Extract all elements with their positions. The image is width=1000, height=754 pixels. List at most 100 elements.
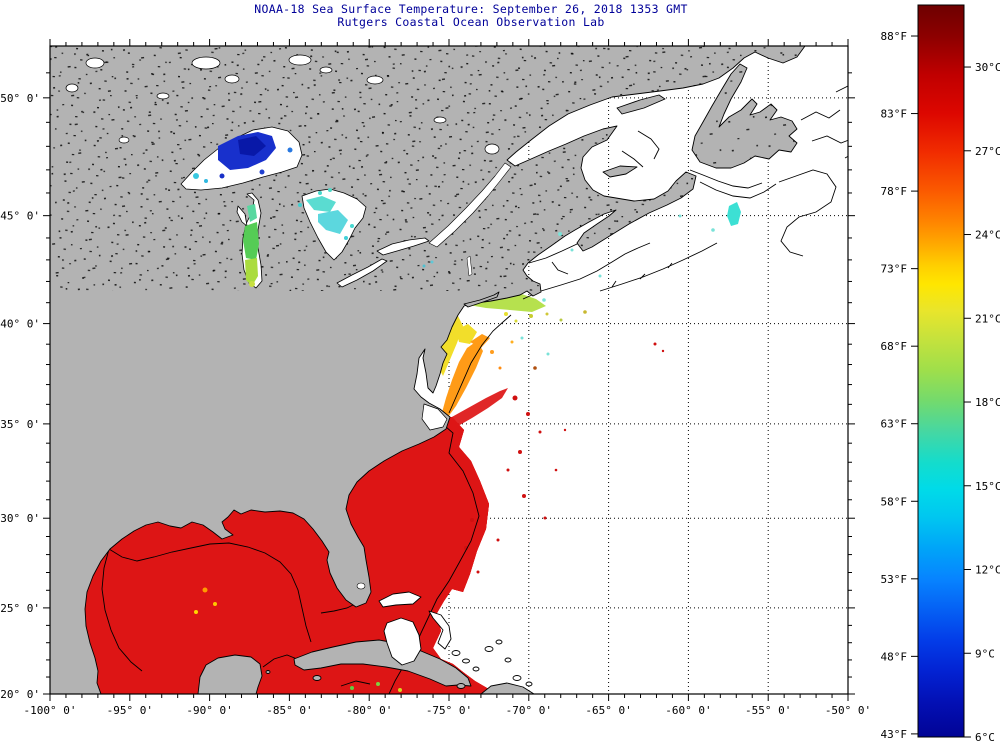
cay: [495, 639, 503, 645]
sst-red-speckle: [506, 468, 510, 472]
cool-speckle: [520, 336, 524, 340]
little-bahama-bank: [378, 591, 422, 608]
sst-warm-speckle: [533, 366, 537, 370]
contour-caribbean: [262, 654, 371, 687]
scotian-shelf-cyan-patch: [727, 202, 741, 226]
colorbar-c-label: 24°C: [975, 229, 1000, 242]
colorbar-f-label: 43°F: [881, 728, 908, 741]
sst-warm-speckle: [510, 340, 514, 344]
cool-water-patches: [520, 202, 741, 356]
sst-yellow-wedge: [456, 324, 477, 344]
colorbar-c-label: 21°C: [975, 312, 1000, 325]
sst-red-speckle: [543, 516, 547, 520]
lake-sst-speckles: [193, 147, 434, 287]
lake-sst-speckle: [193, 173, 199, 179]
cay: [484, 646, 494, 652]
contour-south-newfoundland: [699, 181, 777, 199]
lake-michigan-mid: [243, 222, 259, 260]
colorbar-c-label: 6°C: [975, 731, 995, 744]
colorbar-c-label: 18°C: [975, 396, 1000, 409]
contour-shelf-break: [448, 314, 512, 414]
colorbar-f-label: 48°F: [881, 650, 908, 663]
cool-speckle: [546, 352, 550, 356]
northern-lake: [224, 74, 240, 84]
colorbar: 88°F 83°F 78°F 73°F 68°F 63°F 58°F 53°F 48°F 43°F…: [881, 4, 1000, 744]
y-tick-label: 30° 0': [0, 512, 40, 525]
x-tick-label: -60° 0': [665, 704, 711, 717]
y-tick-label: 25° 0': [0, 602, 40, 615]
lake-michigan-south: [245, 258, 258, 286]
figure-titles: NOAA-18 Sea Surface Temperature: Septemb…: [72, 3, 870, 29]
lake-superior-coldest: [238, 136, 266, 156]
contour-florida-keys: [320, 602, 358, 614]
y-tick-label: 20° 0': [0, 688, 40, 701]
cay: [504, 657, 512, 663]
green-bay: [236, 205, 248, 227]
map-title: NOAA-18 Sea Surface Temperature: Septemb…: [254, 2, 688, 16]
lake-sst-speckle: [344, 236, 348, 240]
cool-speckle: [598, 274, 602, 278]
colorbar-c-label: 9°C: [975, 647, 995, 660]
sst-warm-speckle: [213, 602, 217, 606]
cay: [525, 681, 533, 687]
colorbar-f-label: 58°F: [881, 495, 908, 508]
colorbar-f-label: 88°F: [881, 30, 908, 43]
x-tick-label: -75° 0': [426, 704, 472, 717]
northern-lake: [366, 75, 384, 85]
lake-michigan-north: [247, 204, 257, 222]
cool-speckle: [711, 228, 715, 232]
northern-lake: [484, 143, 500, 155]
x-tick-label: -70° 0': [506, 704, 552, 717]
cool-speckle: [558, 232, 562, 236]
colorbar-c-label: 27°C: [975, 145, 1000, 158]
land-great-inagua: [456, 683, 466, 689]
colorbar-f-label: 78°F: [881, 185, 908, 198]
colorbar-c-label: 15°C: [975, 480, 1000, 493]
colorbar-f-label: 83°F: [881, 108, 908, 121]
sst-gulf-stream-spur: [450, 388, 508, 426]
land-yucatan: [197, 654, 263, 694]
sst-warm-speckle: [545, 312, 549, 316]
sst-warm-speckle: [529, 314, 533, 318]
lake-sst-layer: [193, 132, 434, 287]
x-tick-label: -90° 0': [186, 704, 232, 717]
northern-lake: [319, 66, 333, 74]
sst-red-speckle: [470, 518, 474, 522]
sst-red-speckle: [563, 428, 567, 432]
sst-warm-speckle: [202, 587, 208, 593]
eleuthera-bank: [428, 610, 452, 650]
y-tick-label: 35° 0': [0, 418, 40, 431]
y-tick-label: 40° 0': [0, 318, 40, 331]
sst-warm-speckle: [194, 610, 198, 614]
x-tick-label: -65° 0': [585, 704, 631, 717]
lake-huron-cyan-1: [306, 196, 336, 212]
contour-newfoundland-coast: [689, 169, 763, 189]
lake-sst-speckle: [430, 260, 434, 264]
sst-red-speckle: [526, 412, 530, 416]
sst-warm-speckle: [376, 682, 380, 686]
cay: [462, 658, 470, 664]
northern-lake: [65, 83, 79, 93]
contour-west-gulf: [101, 548, 143, 672]
cool-speckle: [570, 248, 574, 252]
colorbar-gradient: [917, 4, 965, 738]
ocean-contours: [101, 85, 848, 694]
map-subtitle: Rutgers Coastal Ocean Observation Lab: [337, 15, 605, 29]
northern-lake: [85, 57, 105, 69]
lake-sst-speckle: [318, 191, 322, 195]
x-tick-label: -80° 0': [346, 704, 392, 717]
land-prince-edward-island: [602, 165, 638, 178]
sst-red-speckle: [522, 494, 526, 498]
lake-erie: [336, 258, 388, 288]
sst-warm-speckle: [398, 688, 402, 692]
sst-red-speckle: [653, 342, 657, 346]
x-tick-label: -100° 0': [24, 704, 77, 717]
colorbar-f-label: 68°F: [881, 340, 908, 353]
cool-speckle: [542, 298, 546, 302]
lake-sst-speckle: [219, 173, 225, 179]
colorbar-c-label: 30°C: [975, 61, 1000, 74]
x-tick-label: -95° 0': [107, 704, 153, 717]
contour-grand-banks: [778, 169, 837, 257]
